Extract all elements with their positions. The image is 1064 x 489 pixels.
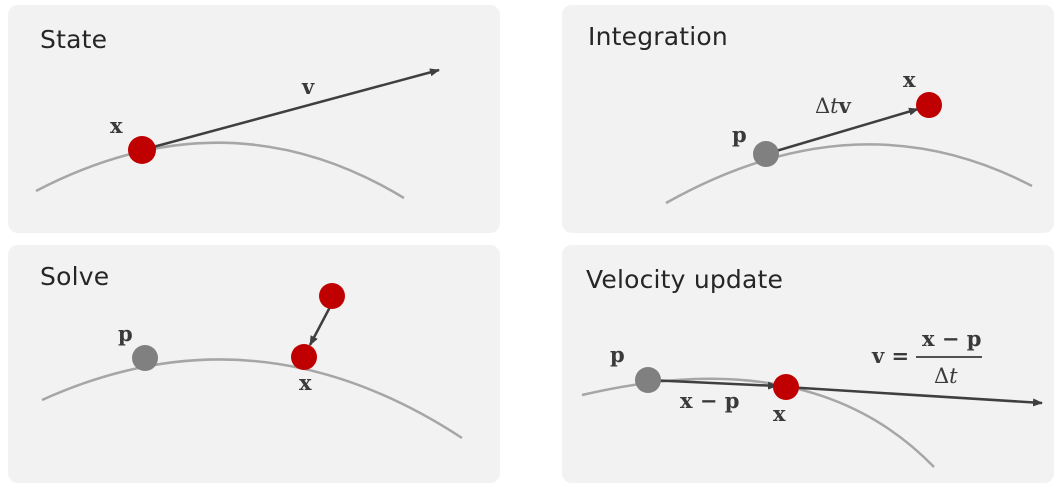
previous-position-label: p: [118, 321, 133, 346]
trajectory-curve: [35, 141, 405, 200]
displacement-arrow: [765, 107, 919, 156]
constraint-curve: [41, 358, 463, 440]
velocity-update-diagram: p x x − p v = x − p Δt: [581, 326, 1043, 468]
previous-position-point: [635, 367, 661, 393]
predicted-position-label: x: [903, 67, 916, 92]
velocity-formula-lhs: v =: [871, 343, 909, 368]
unconstrained-point: [319, 283, 345, 309]
difference-arrow: [647, 378, 778, 390]
solve-panel: Solve p x: [8, 245, 500, 483]
integration-panel: Integration p x Δtv: [562, 5, 1054, 233]
velocity-update-panel: Velocity update p x x − p v = x − p Δt: [562, 245, 1054, 483]
current-position-point: [773, 374, 799, 400]
projected-position-label: x: [299, 370, 312, 395]
state-panel: State x v: [8, 5, 500, 233]
state-diagram: x v: [35, 68, 440, 200]
predicted-position-point: [916, 92, 942, 118]
projection-arrow: [308, 306, 332, 346]
projected-position-point: [291, 344, 317, 370]
trajectory-curve: [665, 143, 1033, 205]
integration-diagram: p x Δtv: [665, 67, 1033, 205]
difference-label: x − p: [680, 388, 739, 413]
velocity-update-title: Velocity update: [586, 265, 784, 294]
current-position-label: x: [773, 401, 786, 426]
solve-title: Solve: [40, 262, 110, 291]
integration-title: Integration: [588, 22, 728, 51]
velocity-formula-denominator: Δt: [934, 364, 958, 388]
velocity-arrow: [141, 68, 440, 152]
position-label: x: [110, 113, 123, 138]
velocity-formula-numerator: x − p: [922, 326, 981, 351]
state-title: State: [40, 25, 108, 54]
velocity-label: v: [301, 74, 315, 99]
updated-velocity-arrow: [785, 385, 1043, 407]
displacement-label: Δtv: [815, 93, 852, 118]
previous-position-label: p: [732, 122, 747, 147]
previous-position-point: [132, 345, 158, 371]
solve-diagram: p x: [41, 283, 463, 440]
previous-position-label: p: [610, 342, 625, 367]
previous-position-point: [753, 141, 779, 167]
position-point: [128, 136, 156, 164]
